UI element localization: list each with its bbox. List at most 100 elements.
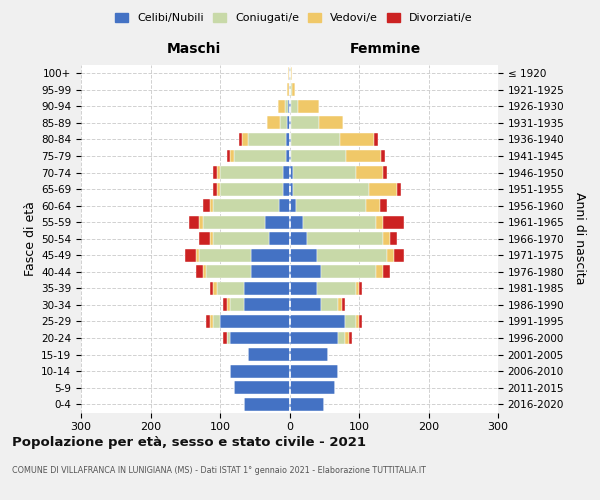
Bar bbox=[293, 182, 370, 196]
Bar bbox=[206, 266, 251, 278]
Bar bbox=[244, 282, 290, 295]
Bar bbox=[287, 116, 290, 130]
Bar bbox=[223, 332, 227, 344]
Bar bbox=[230, 150, 234, 162]
Bar bbox=[251, 249, 290, 262]
Y-axis label: Anni di nascita: Anni di nascita bbox=[573, 192, 586, 285]
Bar bbox=[290, 282, 317, 295]
Bar bbox=[213, 232, 269, 245]
Bar bbox=[217, 282, 244, 295]
Bar bbox=[383, 216, 404, 228]
Bar bbox=[346, 150, 381, 162]
Text: Femmine: Femmine bbox=[350, 42, 421, 56]
Bar bbox=[321, 298, 338, 312]
Bar bbox=[290, 100, 291, 113]
Bar bbox=[220, 182, 283, 196]
Bar bbox=[290, 116, 291, 130]
Bar bbox=[341, 298, 345, 312]
Bar bbox=[291, 116, 319, 130]
Bar bbox=[234, 150, 286, 162]
Bar bbox=[359, 315, 362, 328]
Bar bbox=[376, 216, 383, 228]
Bar bbox=[230, 332, 290, 344]
Bar bbox=[290, 381, 335, 394]
Bar bbox=[345, 332, 349, 344]
Bar bbox=[296, 199, 366, 212]
Bar bbox=[185, 249, 196, 262]
Bar bbox=[356, 315, 359, 328]
Bar bbox=[199, 216, 203, 228]
Bar bbox=[199, 249, 251, 262]
Bar bbox=[289, 84, 290, 96]
Bar bbox=[340, 133, 374, 146]
Bar bbox=[248, 348, 290, 361]
Bar bbox=[220, 315, 290, 328]
Bar bbox=[390, 232, 397, 245]
Bar bbox=[220, 166, 283, 179]
Bar bbox=[290, 150, 291, 162]
Bar bbox=[230, 298, 244, 312]
Bar bbox=[298, 100, 319, 113]
Bar bbox=[290, 67, 291, 80]
Bar bbox=[288, 100, 290, 113]
Bar bbox=[307, 232, 383, 245]
Bar bbox=[359, 282, 362, 295]
Bar bbox=[383, 166, 387, 179]
Bar bbox=[203, 216, 265, 228]
Bar bbox=[213, 315, 220, 328]
Bar bbox=[290, 398, 324, 410]
Bar bbox=[380, 199, 387, 212]
Bar bbox=[206, 315, 209, 328]
Bar bbox=[283, 182, 290, 196]
Bar bbox=[290, 232, 307, 245]
Bar bbox=[286, 133, 290, 146]
Bar bbox=[381, 150, 385, 162]
Bar bbox=[189, 216, 199, 228]
Bar bbox=[290, 364, 338, 378]
Bar bbox=[217, 182, 220, 196]
Bar bbox=[265, 216, 290, 228]
Bar bbox=[213, 166, 217, 179]
Bar bbox=[288, 67, 289, 80]
Bar bbox=[374, 133, 378, 146]
Bar bbox=[196, 249, 199, 262]
Bar bbox=[209, 282, 213, 295]
Bar bbox=[376, 266, 383, 278]
Bar bbox=[213, 282, 217, 295]
Bar bbox=[321, 266, 376, 278]
Bar bbox=[199, 232, 209, 245]
Bar bbox=[244, 298, 290, 312]
Bar bbox=[279, 199, 290, 212]
Bar bbox=[394, 249, 404, 262]
Bar bbox=[234, 381, 290, 394]
Bar bbox=[317, 249, 387, 262]
Bar bbox=[370, 182, 397, 196]
Bar bbox=[366, 199, 380, 212]
Bar bbox=[290, 84, 292, 96]
Bar bbox=[289, 67, 290, 80]
Bar bbox=[290, 133, 291, 146]
Bar bbox=[230, 364, 290, 378]
Bar bbox=[291, 100, 298, 113]
Bar bbox=[290, 266, 321, 278]
Bar bbox=[387, 249, 394, 262]
Bar bbox=[293, 166, 356, 179]
Bar bbox=[356, 166, 383, 179]
Bar bbox=[319, 116, 343, 130]
Text: COMUNE DI VILLAFRANCA IN LUNIGIANA (MS) - Dati ISTAT 1° gennaio 2021 - Elaborazi: COMUNE DI VILLAFRANCA IN LUNIGIANA (MS) … bbox=[12, 466, 426, 475]
Bar bbox=[383, 266, 390, 278]
Bar bbox=[356, 282, 359, 295]
Bar bbox=[209, 199, 213, 212]
Bar bbox=[290, 332, 338, 344]
Text: Popolazione per età, sesso e stato civile - 2021: Popolazione per età, sesso e stato civil… bbox=[12, 436, 366, 449]
Bar bbox=[203, 199, 209, 212]
Bar bbox=[248, 133, 286, 146]
Bar bbox=[291, 67, 292, 80]
Bar bbox=[267, 116, 280, 130]
Bar bbox=[244, 398, 290, 410]
Bar bbox=[203, 266, 206, 278]
Bar bbox=[280, 116, 287, 130]
Bar bbox=[317, 282, 356, 295]
Bar bbox=[227, 298, 230, 312]
Bar bbox=[227, 150, 230, 162]
